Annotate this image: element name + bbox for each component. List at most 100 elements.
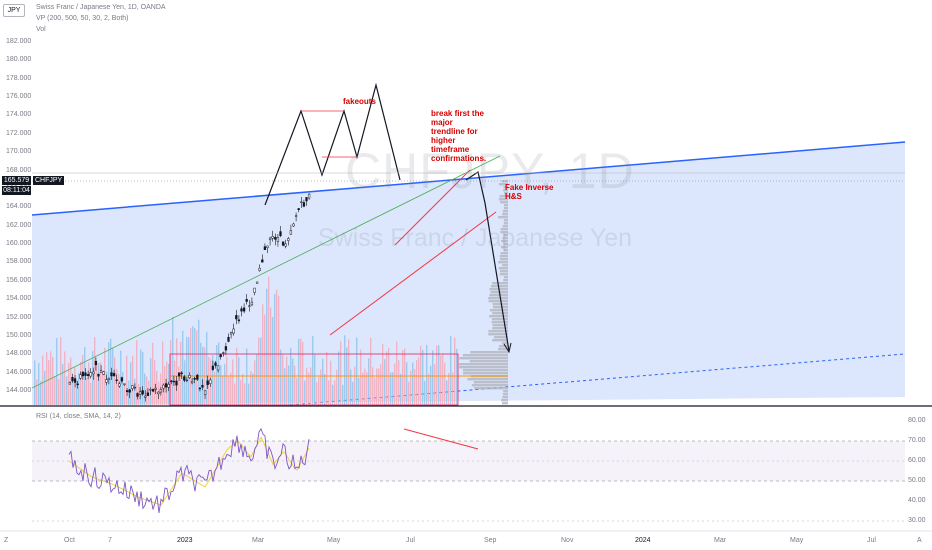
watermark-ticker: CHFJPY, 1D — [345, 143, 635, 199]
candle-body — [170, 380, 173, 382]
rsi-label[interactable]: RSI (14, close, SMA, 14, 2) — [36, 413, 121, 420]
vp-bar — [499, 273, 508, 276]
timezone-button[interactable]: Z — [4, 537, 9, 544]
volume-bar — [76, 381, 78, 405]
candle-body — [245, 299, 248, 302]
volume-bar — [280, 349, 282, 405]
volume-bar — [162, 341, 164, 405]
volume-bar — [230, 372, 232, 405]
vp-bar — [498, 216, 508, 219]
volume-bar — [90, 382, 92, 405]
volume-bar — [38, 362, 40, 405]
indicator-vol-label[interactable]: Vol — [36, 26, 46, 33]
volume-bar — [448, 373, 450, 405]
time-tick-label: 2024 — [635, 537, 651, 544]
candle-body — [154, 387, 157, 390]
volume-bar — [306, 367, 308, 405]
volume-bar — [218, 342, 220, 405]
candle-body — [190, 381, 194, 384]
candle-body — [268, 237, 272, 240]
volume-bar — [192, 326, 194, 405]
candle-body — [141, 390, 144, 395]
auto-scale-button[interactable]: A — [917, 537, 922, 544]
price-tick-label: 176.000 — [6, 93, 32, 101]
vp-bar — [501, 402, 508, 405]
candle-body — [281, 241, 285, 246]
volume-bar — [384, 359, 386, 405]
vp-bar — [498, 261, 508, 264]
vp-bar — [459, 363, 508, 366]
projection-arrowhead — [503, 342, 512, 354]
time-tick-label: Jul — [406, 537, 415, 544]
volume-bar — [220, 365, 222, 405]
volume-bar — [260, 337, 262, 405]
symbol-badge[interactable]: JPY — [3, 4, 25, 17]
vp-bar — [501, 246, 508, 249]
volume-bar — [312, 336, 314, 405]
volume-bar — [174, 360, 176, 405]
vp-bar — [491, 318, 508, 321]
volume-bar — [294, 365, 296, 405]
vp-bar — [503, 276, 508, 279]
volume-bar — [378, 368, 380, 405]
candle-body — [128, 389, 131, 393]
volume-profile — [169, 180, 508, 406]
vp-bar — [489, 309, 508, 312]
volume-bar — [130, 362, 132, 405]
candle-body — [305, 197, 308, 202]
vp-bar — [502, 210, 508, 213]
vp-bar — [492, 327, 508, 330]
volume-bar — [82, 354, 84, 405]
price-tick-label: 162.000 — [6, 221, 32, 229]
candle-body — [180, 372, 183, 374]
volume-bar — [184, 360, 186, 405]
volume-bar — [62, 364, 64, 405]
volume-bar — [266, 288, 268, 405]
candle-body — [214, 362, 217, 366]
price-tick-label: 158.000 — [6, 258, 32, 266]
candle-body — [211, 365, 215, 370]
candle-body — [86, 374, 90, 376]
candle-body — [133, 386, 137, 389]
volume-bar — [74, 367, 76, 405]
volume-bar — [48, 360, 50, 405]
candle-body — [68, 382, 72, 385]
vp-bar — [498, 198, 508, 201]
candle-body — [274, 236, 277, 240]
volume-bar — [386, 351, 388, 405]
indicator-vp-label[interactable]: VP (200, 500, 50, 30, 2, Both) — [36, 15, 129, 22]
volume-bar — [298, 338, 300, 405]
volume-bar — [286, 356, 288, 405]
vp-bar — [489, 294, 508, 297]
candle-body — [76, 383, 79, 386]
drawing-lines — [31, 82, 905, 389]
volume-bar — [442, 353, 444, 405]
volume-bar — [412, 362, 414, 405]
volume-bar — [178, 366, 180, 405]
volume-bar — [396, 341, 398, 405]
candle-body — [123, 383, 126, 385]
volume-bar — [222, 376, 224, 405]
candle-body — [302, 202, 306, 207]
vp-bar — [503, 207, 508, 210]
volume-bar — [254, 360, 256, 405]
volume-bar — [334, 380, 336, 405]
vp-bar — [498, 267, 508, 270]
volume-bar — [98, 363, 100, 405]
price-tick-label: 174.000 — [6, 111, 32, 119]
vp-bar — [473, 381, 508, 384]
time-tick-label: 7 — [108, 537, 112, 544]
vp-bar — [488, 300, 508, 303]
vp-bar — [501, 240, 508, 243]
vp-bar — [462, 372, 508, 375]
vp-bar — [492, 312, 508, 315]
volume-bar — [150, 358, 152, 405]
volume-bar — [382, 344, 384, 405]
volume-bar — [296, 377, 298, 405]
volume-bar — [116, 368, 118, 405]
volume-bar — [438, 345, 440, 405]
candle-body — [71, 377, 74, 382]
candle-body — [73, 378, 77, 383]
volume-bar — [134, 378, 136, 405]
candle-body — [138, 391, 142, 395]
